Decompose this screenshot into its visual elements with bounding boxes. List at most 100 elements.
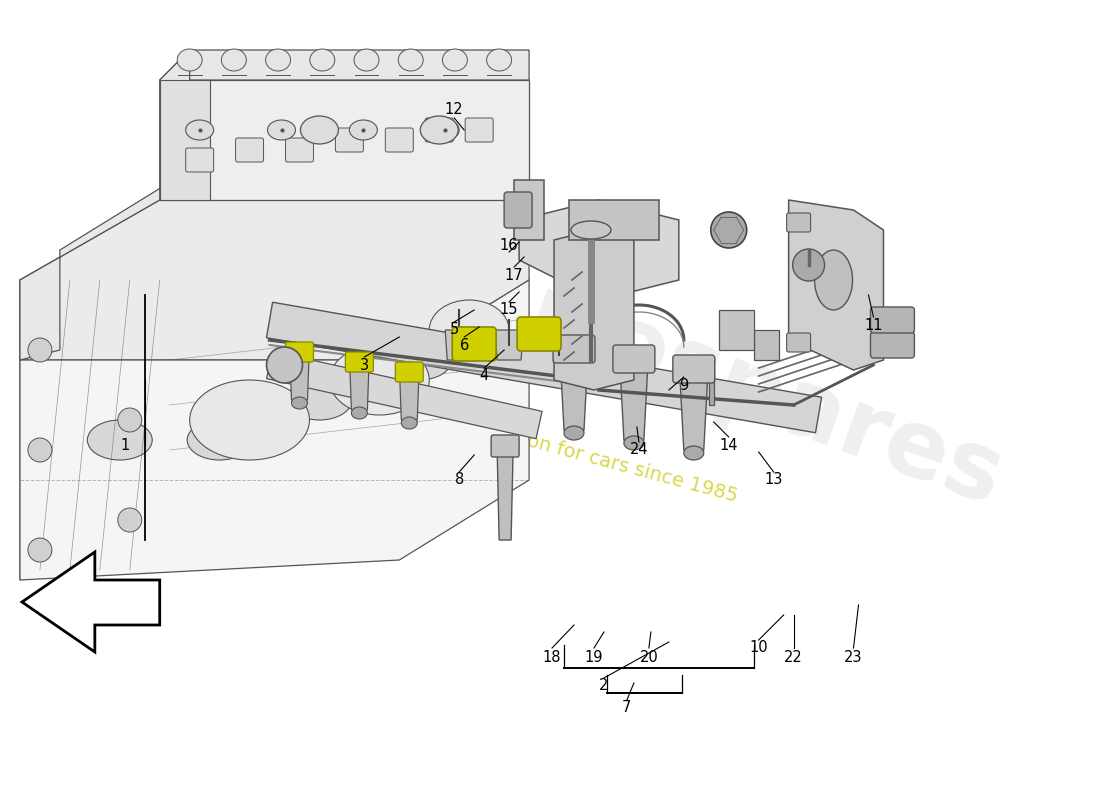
Text: 13: 13 <box>764 473 783 487</box>
Polygon shape <box>495 330 524 360</box>
Polygon shape <box>560 355 588 430</box>
Text: 5: 5 <box>450 322 459 338</box>
Polygon shape <box>399 365 419 420</box>
Ellipse shape <box>354 49 379 71</box>
FancyBboxPatch shape <box>336 128 363 152</box>
Polygon shape <box>289 345 309 400</box>
FancyBboxPatch shape <box>286 138 313 162</box>
Polygon shape <box>789 200 883 370</box>
FancyBboxPatch shape <box>613 345 654 373</box>
Text: 16: 16 <box>499 238 518 253</box>
Ellipse shape <box>351 407 367 419</box>
Text: 19: 19 <box>585 650 603 665</box>
Ellipse shape <box>420 116 459 144</box>
FancyBboxPatch shape <box>286 342 313 362</box>
FancyBboxPatch shape <box>870 332 914 358</box>
Ellipse shape <box>564 426 584 440</box>
Ellipse shape <box>815 250 852 310</box>
Circle shape <box>266 347 302 383</box>
Polygon shape <box>680 375 707 450</box>
Polygon shape <box>266 351 542 438</box>
Text: a passion for cars since 1985: a passion for cars since 1985 <box>459 414 739 506</box>
Polygon shape <box>20 280 529 580</box>
FancyBboxPatch shape <box>517 317 561 351</box>
Ellipse shape <box>186 120 213 140</box>
FancyBboxPatch shape <box>870 307 914 333</box>
FancyBboxPatch shape <box>465 118 493 142</box>
FancyBboxPatch shape <box>553 335 595 363</box>
Text: 18: 18 <box>542 650 561 665</box>
Ellipse shape <box>87 420 152 460</box>
Polygon shape <box>519 200 679 300</box>
Polygon shape <box>708 360 714 405</box>
Circle shape <box>711 212 747 248</box>
Polygon shape <box>446 330 473 360</box>
Ellipse shape <box>442 49 468 71</box>
Ellipse shape <box>350 120 377 140</box>
Circle shape <box>28 538 52 562</box>
Polygon shape <box>160 50 529 80</box>
FancyBboxPatch shape <box>235 138 264 162</box>
Text: 9: 9 <box>679 378 689 393</box>
Polygon shape <box>20 200 529 360</box>
Ellipse shape <box>300 116 339 144</box>
Circle shape <box>118 408 142 432</box>
Polygon shape <box>20 200 160 580</box>
Text: 10: 10 <box>749 641 768 655</box>
Ellipse shape <box>571 221 610 239</box>
Ellipse shape <box>310 49 334 71</box>
FancyBboxPatch shape <box>491 435 519 457</box>
Polygon shape <box>569 200 659 240</box>
Ellipse shape <box>624 436 644 450</box>
Text: 14: 14 <box>719 438 738 453</box>
Text: 11: 11 <box>865 318 882 333</box>
Ellipse shape <box>287 380 352 420</box>
Ellipse shape <box>387 340 452 380</box>
FancyBboxPatch shape <box>504 192 532 228</box>
Text: 7: 7 <box>623 701 631 715</box>
Text: 4: 4 <box>480 367 488 382</box>
Ellipse shape <box>431 120 459 140</box>
Ellipse shape <box>684 446 704 460</box>
FancyBboxPatch shape <box>385 128 414 152</box>
Text: 15: 15 <box>499 302 518 318</box>
Circle shape <box>28 338 52 362</box>
Polygon shape <box>514 180 544 240</box>
Ellipse shape <box>177 49 202 71</box>
FancyBboxPatch shape <box>395 362 424 382</box>
Text: 3: 3 <box>360 358 368 373</box>
FancyBboxPatch shape <box>345 352 373 372</box>
Polygon shape <box>160 80 210 200</box>
Polygon shape <box>718 310 754 350</box>
Ellipse shape <box>292 397 308 409</box>
Polygon shape <box>22 552 159 652</box>
Ellipse shape <box>221 49 246 71</box>
Ellipse shape <box>486 49 512 71</box>
Polygon shape <box>620 365 648 440</box>
Ellipse shape <box>429 300 509 360</box>
Polygon shape <box>160 80 529 200</box>
Polygon shape <box>754 330 779 360</box>
Ellipse shape <box>265 49 290 71</box>
FancyBboxPatch shape <box>426 118 453 142</box>
Polygon shape <box>20 50 189 360</box>
Text: 22: 22 <box>784 650 803 665</box>
Circle shape <box>118 508 142 532</box>
Polygon shape <box>554 230 634 390</box>
Circle shape <box>793 249 825 281</box>
Text: 20: 20 <box>639 650 658 665</box>
Polygon shape <box>497 450 513 540</box>
Ellipse shape <box>329 345 429 415</box>
Text: 6: 6 <box>460 338 469 353</box>
Ellipse shape <box>402 417 417 429</box>
Text: 1: 1 <box>120 438 130 453</box>
Polygon shape <box>350 355 370 410</box>
Text: 23: 23 <box>845 650 862 665</box>
FancyBboxPatch shape <box>673 355 715 383</box>
Text: 12: 12 <box>444 102 463 118</box>
Text: 2: 2 <box>600 678 608 693</box>
Text: eurospares: eurospares <box>422 234 1015 526</box>
FancyBboxPatch shape <box>186 148 213 172</box>
Ellipse shape <box>267 120 296 140</box>
Circle shape <box>28 438 52 462</box>
